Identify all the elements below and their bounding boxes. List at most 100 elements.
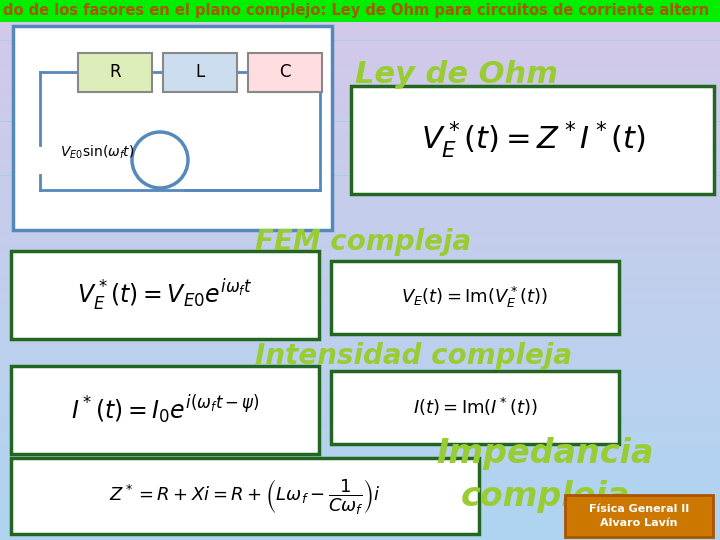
Bar bbox=[0, 486, 720, 489]
Bar bbox=[0, 189, 720, 192]
Bar bbox=[0, 321, 720, 324]
Bar bbox=[0, 251, 720, 254]
Bar bbox=[0, 219, 720, 221]
Bar bbox=[0, 375, 720, 378]
Bar bbox=[0, 421, 720, 424]
Text: $I^*(t)=I_0e^{i(\omega_f t-\psi)}$: $I^*(t)=I_0e^{i(\omega_f t-\psi)}$ bbox=[71, 394, 259, 427]
Bar bbox=[0, 111, 720, 113]
Bar bbox=[0, 248, 720, 251]
Bar bbox=[0, 483, 720, 486]
Bar bbox=[0, 143, 720, 146]
Bar bbox=[0, 227, 720, 229]
Bar bbox=[0, 427, 720, 429]
Bar bbox=[0, 221, 720, 224]
Bar bbox=[0, 472, 720, 475]
FancyBboxPatch shape bbox=[565, 495, 713, 537]
Bar bbox=[0, 281, 720, 284]
Bar bbox=[0, 73, 720, 76]
Bar bbox=[0, 122, 720, 124]
Bar bbox=[0, 400, 720, 402]
FancyBboxPatch shape bbox=[11, 458, 479, 534]
Text: Impedancia
compleja: Impedancia compleja bbox=[436, 437, 654, 513]
Bar bbox=[0, 502, 720, 505]
Bar bbox=[0, 378, 720, 381]
Bar bbox=[0, 424, 720, 427]
Bar bbox=[0, 246, 720, 248]
FancyBboxPatch shape bbox=[331, 261, 619, 334]
Bar bbox=[0, 32, 720, 35]
Bar bbox=[0, 292, 720, 294]
Bar bbox=[0, 265, 720, 267]
Bar bbox=[0, 76, 720, 78]
Bar bbox=[0, 302, 720, 305]
Bar bbox=[0, 394, 720, 397]
Bar bbox=[0, 49, 720, 51]
Bar bbox=[0, 165, 720, 167]
Bar bbox=[0, 286, 720, 289]
Text: $V_{E0}\sin(\omega_f t)$: $V_{E0}\sin(\omega_f t)$ bbox=[60, 143, 135, 161]
Bar bbox=[0, 462, 720, 464]
Text: $V_E(t)=\mathrm{Im}(V_E^*(t))$: $V_E(t)=\mathrm{Im}(V_E^*(t))$ bbox=[402, 285, 549, 309]
Text: do de los fasores en el plano complejo: Ley de Ohm para circuitos de corriente a: do de los fasores en el plano complejo: … bbox=[3, 3, 709, 18]
Bar bbox=[0, 113, 720, 116]
Bar bbox=[0, 216, 720, 219]
Bar bbox=[0, 270, 720, 273]
Bar bbox=[0, 176, 720, 178]
Bar bbox=[0, 332, 720, 335]
Bar bbox=[0, 86, 720, 89]
Bar bbox=[0, 59, 720, 62]
Bar bbox=[0, 340, 720, 343]
Bar bbox=[0, 130, 720, 132]
Bar bbox=[0, 516, 720, 518]
Bar bbox=[0, 510, 720, 513]
Bar bbox=[0, 0, 720, 3]
Bar bbox=[0, 289, 720, 292]
Bar bbox=[0, 151, 720, 154]
Bar bbox=[0, 105, 720, 108]
Text: $V_E^*(t)= Z^*I^*(t)$: $V_E^*(t)= Z^*I^*(t)$ bbox=[420, 119, 645, 160]
Bar bbox=[0, 413, 720, 416]
Bar bbox=[0, 262, 720, 265]
Bar bbox=[0, 27, 720, 30]
Bar bbox=[0, 138, 720, 140]
Bar bbox=[0, 354, 720, 356]
Text: $Z^*=R+Xi=R+\left(L\omega_f-\dfrac{1}{C\omega_f}\right)i$: $Z^*=R+Xi=R+\left(L\omega_f-\dfrac{1}{C\… bbox=[109, 476, 381, 516]
Bar bbox=[0, 0, 720, 22]
Bar bbox=[0, 108, 720, 111]
Bar bbox=[0, 84, 720, 86]
Bar bbox=[0, 46, 720, 49]
Bar bbox=[0, 167, 720, 170]
Bar bbox=[0, 232, 720, 235]
Bar bbox=[0, 238, 720, 240]
Bar bbox=[0, 491, 720, 494]
Bar bbox=[0, 481, 720, 483]
Bar bbox=[0, 381, 720, 383]
Circle shape bbox=[132, 132, 188, 188]
Bar bbox=[0, 297, 720, 300]
Bar bbox=[0, 402, 720, 405]
Bar bbox=[0, 140, 720, 143]
Bar bbox=[0, 132, 720, 135]
Bar bbox=[0, 89, 720, 92]
Bar bbox=[0, 346, 720, 348]
Bar bbox=[0, 119, 720, 122]
Bar bbox=[0, 535, 720, 537]
Bar bbox=[0, 324, 720, 327]
Bar bbox=[0, 197, 720, 200]
Bar bbox=[0, 62, 720, 65]
Bar bbox=[0, 389, 720, 392]
Bar bbox=[0, 54, 720, 57]
Bar bbox=[0, 186, 720, 189]
Text: $V_E^*(t)=V_{E0}e^{i\omega_f t}$: $V_E^*(t)=V_{E0}e^{i\omega_f t}$ bbox=[77, 277, 253, 313]
Text: Ley de Ohm: Ley de Ohm bbox=[355, 60, 558, 89]
Bar bbox=[0, 135, 720, 138]
Bar bbox=[0, 181, 720, 184]
Bar bbox=[0, 505, 720, 508]
Bar bbox=[0, 51, 720, 54]
Bar bbox=[0, 243, 720, 246]
Bar bbox=[0, 300, 720, 302]
Bar bbox=[0, 116, 720, 119]
Bar bbox=[0, 370, 720, 373]
Bar bbox=[0, 313, 720, 316]
Bar bbox=[0, 5, 720, 8]
